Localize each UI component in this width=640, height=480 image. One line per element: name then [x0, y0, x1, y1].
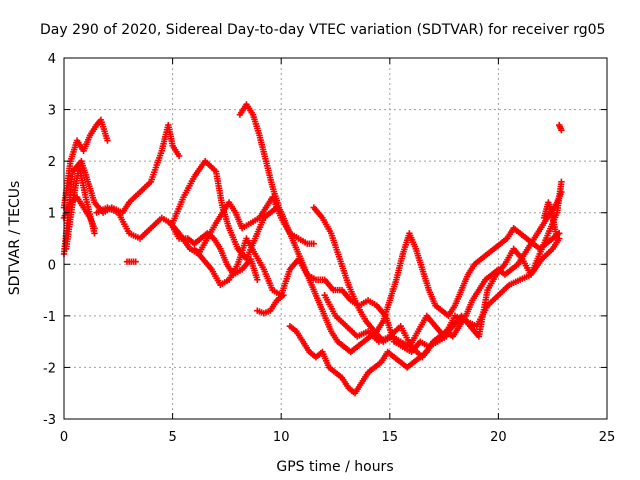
- series-track-f: [123, 258, 139, 265]
- y-tick-label: -1: [43, 310, 56, 325]
- data-point: [91, 230, 98, 237]
- y-tick-label: 4: [48, 52, 56, 67]
- series-track-j: [236, 101, 563, 356]
- series-track-k: [254, 292, 287, 317]
- series-track-p: [556, 121, 565, 134]
- y-tick-label: -3: [43, 413, 56, 428]
- chart-title: Day 290 of 2020, Sidereal Day-to-day VTE…: [40, 22, 605, 38]
- data-point: [310, 240, 317, 247]
- series-track-l: [286, 188, 565, 397]
- y-axis-label: SDTVAR / TECUs: [7, 181, 23, 296]
- tick-labels: 0 5 10 15 20 25 -3 -2 -1 0 1 2 3 4: [43, 52, 615, 445]
- series-track-i: [191, 235, 450, 356]
- data-marks: [60, 101, 565, 397]
- x-tick-label: 0: [60, 430, 68, 445]
- x-tick-label: 15: [382, 430, 399, 445]
- y-tick-label: 3: [48, 104, 56, 119]
- series-track-n: [321, 235, 563, 361]
- data-point: [553, 235, 561, 242]
- series-track-o: [540, 199, 561, 242]
- data-point: [280, 292, 287, 299]
- series-track-m: [310, 178, 565, 350]
- series-track-e: [93, 204, 261, 283]
- y-tick-label: 0: [48, 258, 56, 273]
- x-tick-label: 25: [599, 430, 616, 445]
- data-point: [175, 152, 183, 160]
- plot-frame: [63, 57, 608, 420]
- series-track-d: [62, 163, 98, 253]
- x-tick-label: 20: [490, 430, 507, 445]
- data-point: [558, 127, 565, 134]
- y-tick-label: 1: [48, 207, 56, 222]
- data-point: [104, 137, 111, 144]
- y-tick-label: -2: [43, 361, 56, 376]
- x-axis-label: GPS time / hours: [276, 459, 393, 475]
- data-point: [254, 276, 261, 283]
- data-point: [132, 258, 139, 265]
- y-tick-label: 2: [48, 155, 56, 170]
- data-point: [558, 178, 565, 185]
- x-tick-label: 10: [273, 430, 290, 445]
- x-tick-label: 5: [168, 430, 176, 445]
